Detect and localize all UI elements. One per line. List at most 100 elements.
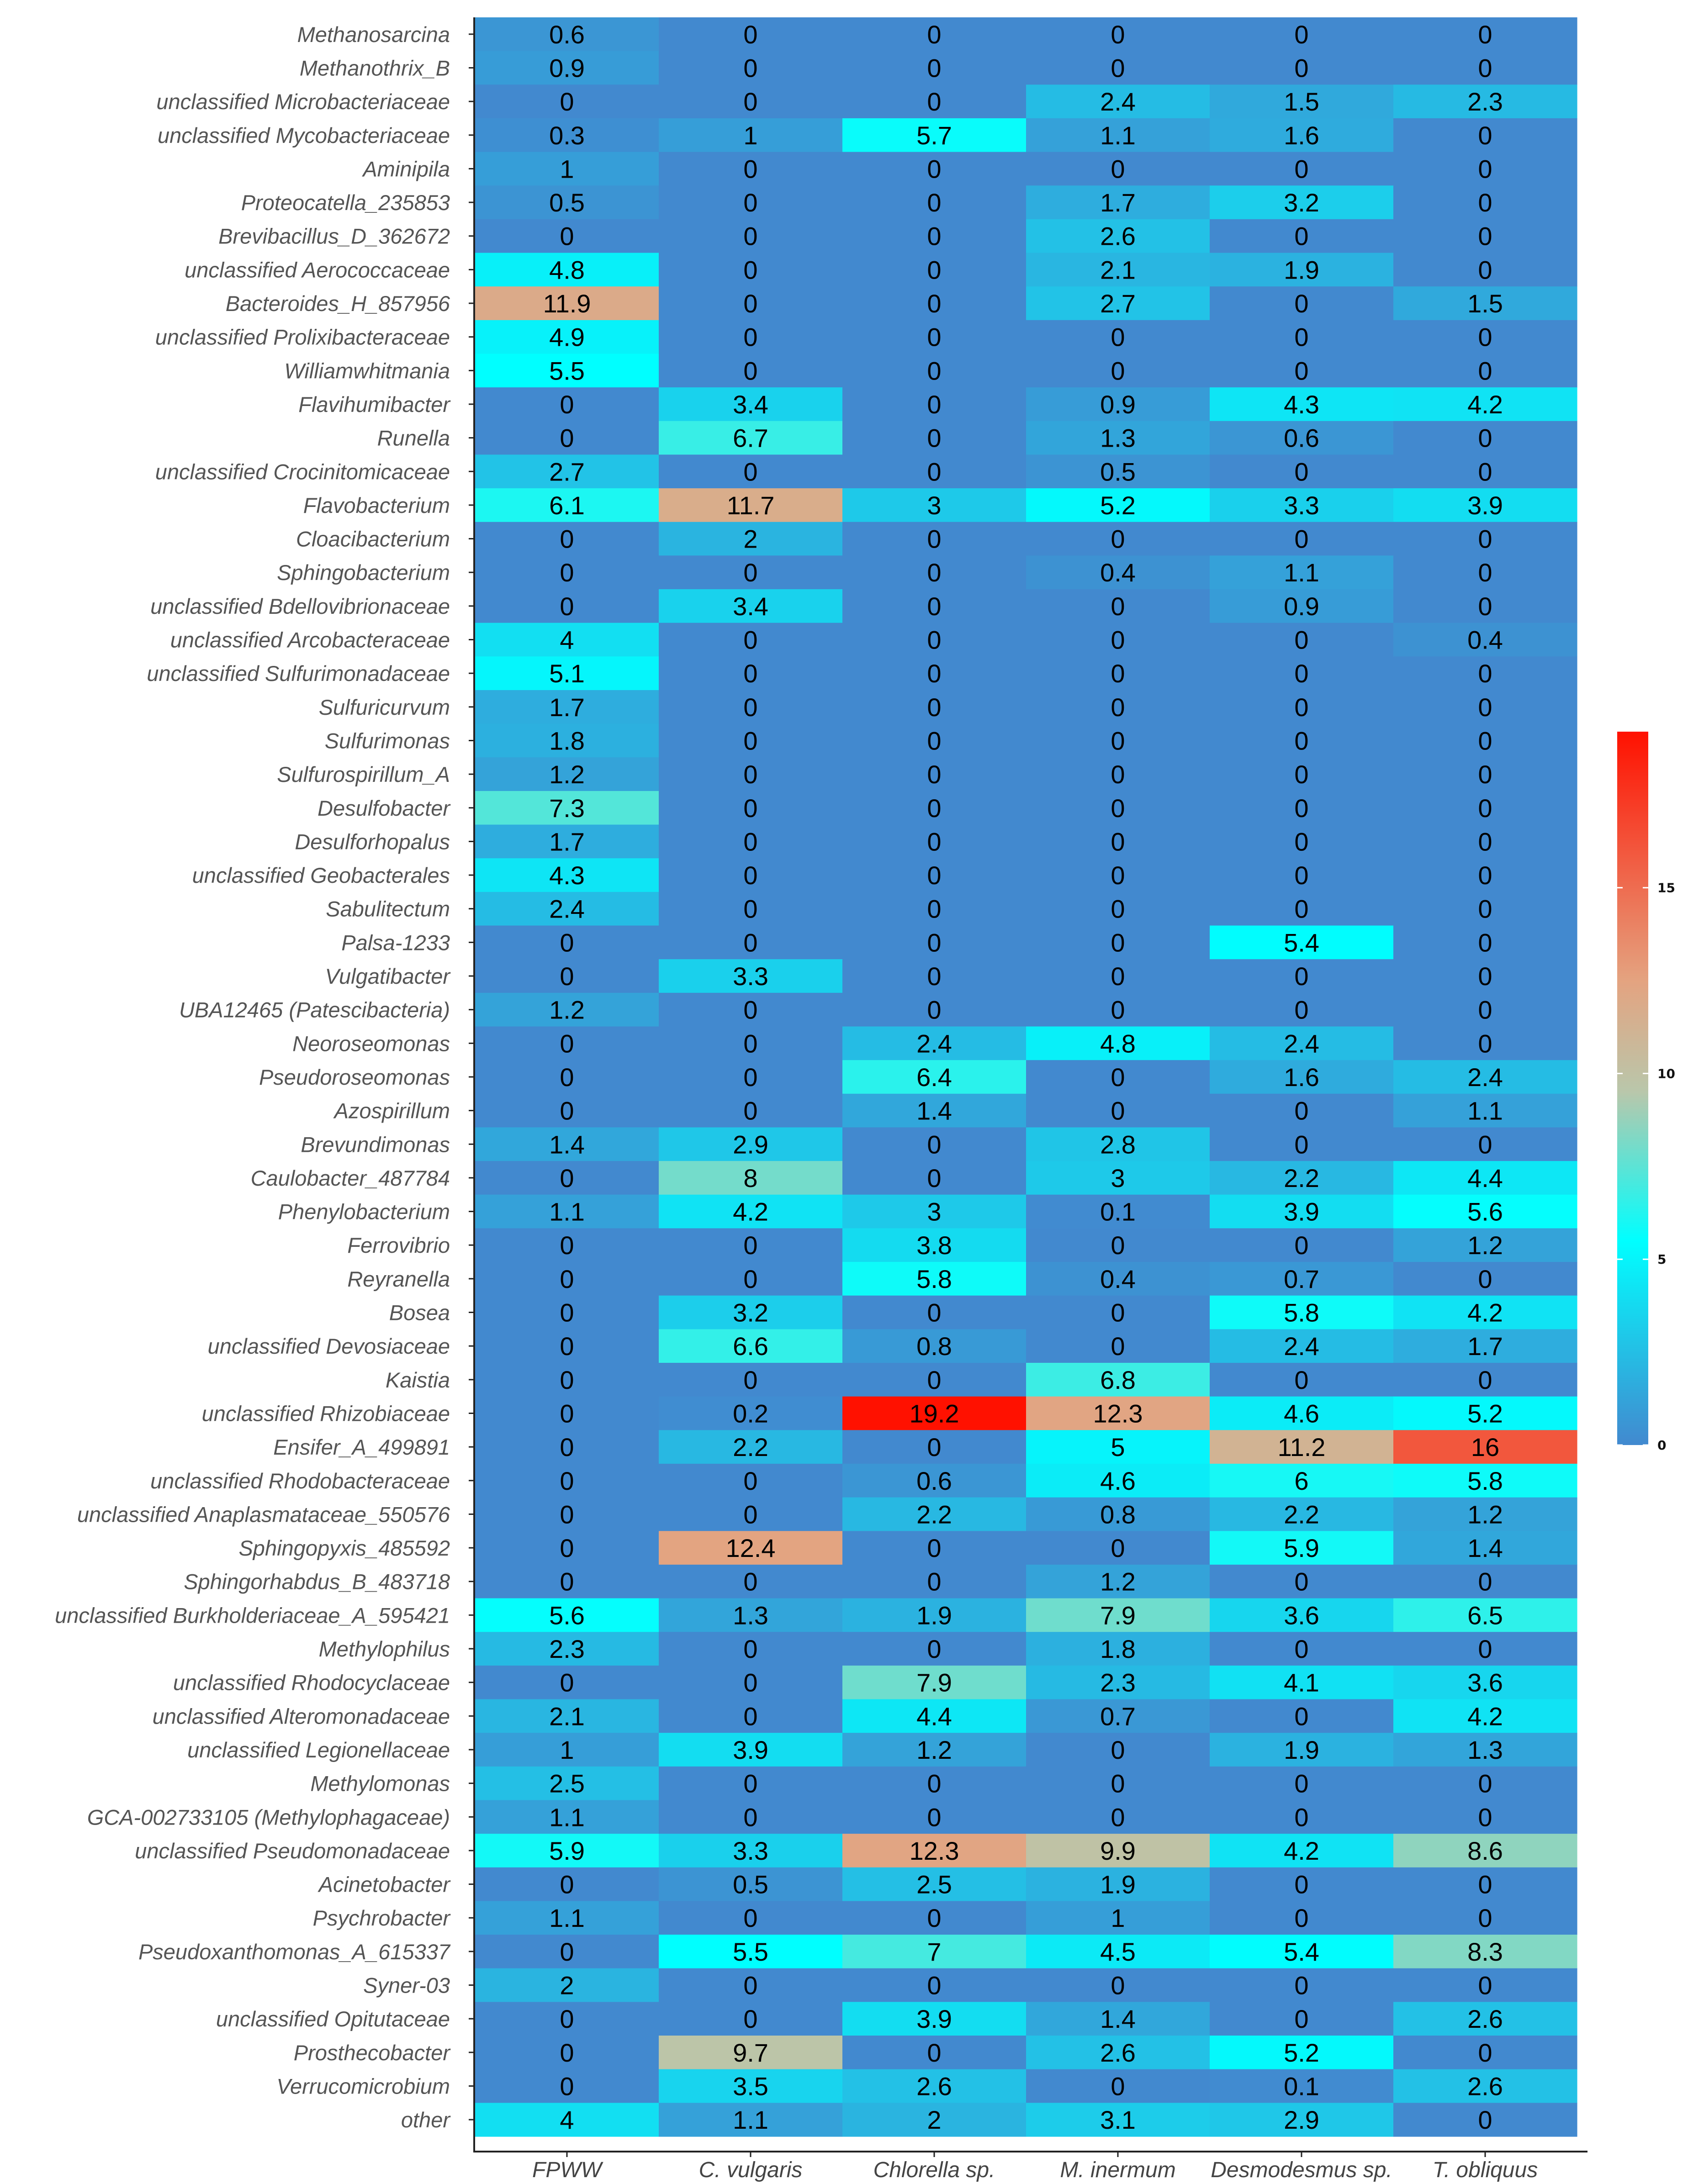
heatmap-cell (659, 858, 843, 892)
cell-value-label: 5.5 (549, 356, 585, 385)
heatmap-cell (842, 17, 1027, 52)
heatmap-cell (1026, 1262, 1210, 1296)
cell-value-label: 0 (1478, 188, 1492, 217)
heatmap-cell (842, 2036, 1027, 2070)
cell-value-label: 1.5 (1467, 289, 1503, 318)
heatmap-cell (475, 1665, 659, 1700)
heatmap-cell (1210, 118, 1394, 153)
cell-value-label: 3.4 (733, 592, 768, 621)
cell-value-label: 2 (927, 2105, 941, 2134)
cell-value-label: 11.9 (543, 289, 591, 318)
cell-value-label: 0 (927, 1567, 941, 1596)
cell-value-label: 0 (1294, 861, 1308, 890)
row-label: Vulgatibacter (325, 964, 451, 988)
cell-value-label: 0 (1478, 861, 1492, 890)
heatmap-cell (475, 286, 659, 321)
cell-value-label: 0 (1294, 154, 1308, 183)
cell-value-label: 0.6 (549, 20, 585, 49)
cell-value-label: 0 (743, 1635, 757, 1663)
heatmap-cell (1393, 1463, 1577, 1498)
cell-value-label: 1.1 (1100, 121, 1136, 150)
heatmap-cell (842, 1867, 1027, 1901)
cell-value-label: 0 (743, 1702, 757, 1730)
cell-value-label: 0 (560, 1332, 574, 1361)
heatmap-cell (1393, 2036, 1577, 2070)
cell-value-label: 0 (1478, 1029, 1492, 1058)
cell-value-label: 0.7 (1284, 1265, 1319, 1293)
cell-value-label: 0 (560, 1298, 574, 1327)
heatmap-cell (475, 1026, 659, 1060)
heatmap-cell (475, 959, 659, 993)
cell-value-label: 0 (743, 222, 757, 251)
cell-value-label: 0.4 (1100, 1265, 1136, 1293)
cell-value-label: 1.1 (549, 1803, 585, 1831)
heatmap-cell (475, 992, 659, 1027)
heatmap-cell (842, 959, 1027, 993)
heatmap-cell (475, 185, 659, 220)
heatmap-cell (475, 454, 659, 489)
cell-value-label: 5.4 (1284, 1937, 1319, 1966)
cell-value-label: 2.1 (1100, 255, 1136, 284)
cell-value-label: 0 (927, 289, 941, 318)
heatmap-cell (659, 253, 843, 287)
cell-value-label: 7.9 (916, 1668, 952, 1697)
cell-value-label: 1.8 (549, 726, 585, 755)
heatmap-cell (475, 118, 659, 153)
cell-value-label: 0 (1294, 289, 1308, 318)
cell-value-label: 1.7 (549, 827, 585, 856)
row-label: Psychrobacter (313, 1906, 451, 1930)
cell-value-label: 1.4 (549, 1130, 585, 1159)
heatmap-cell (1210, 824, 1394, 859)
row-label: Caulobacter_487784 (251, 1166, 450, 1190)
heatmap-cell (1026, 1867, 1210, 1901)
cell-value-label: 0 (1294, 895, 1308, 923)
heatmap-cell (842, 1665, 1027, 1700)
row-label: unclassified Pseudomonadaceae (135, 1839, 450, 1863)
heatmap-cell (475, 522, 659, 556)
heatmap-cell (659, 1463, 843, 1498)
heatmap-cell (1026, 690, 1210, 724)
heatmap-cell (1210, 253, 1394, 287)
cell-value-label: 4.6 (1284, 1399, 1319, 1428)
cell-value-label: 1.9 (916, 1601, 952, 1630)
cell-value-label: 0.1 (1100, 1198, 1136, 1226)
heatmap-cell (1210, 1228, 1394, 1262)
heatmap-cell (842, 1935, 1027, 1969)
cell-value-label: 0 (1478, 962, 1492, 991)
row-label: Proteocatella_235853 (241, 190, 450, 215)
cell-value-label: 3.1 (1100, 2105, 1136, 2134)
cell-value-label: 3.6 (1467, 1668, 1503, 1697)
cell-value-label: 0 (743, 861, 757, 890)
heatmap-cell (659, 1531, 843, 1565)
heatmap-cell (842, 253, 1027, 287)
heatmap-cell (659, 959, 843, 993)
heatmap-cell (842, 2069, 1027, 2103)
heatmap-cell (1210, 925, 1394, 960)
cell-value-label: 6 (1294, 1467, 1308, 1495)
cell-value-label: 0 (1111, 2072, 1125, 2100)
heatmap-cell (1393, 925, 1577, 960)
heatmap-cell (1210, 992, 1394, 1027)
row-label: Methanothrix_B (300, 56, 450, 80)
cell-value-label: 0 (743, 1231, 757, 1260)
heatmap-cells: 0.6 0 0 0 0 0 0.9 0 0 0 0 0 0 0 0 2.4 1.5 2.3 0.3 1 5.7 1.1 1.… (475, 17, 1577, 2137)
heatmap-cell (1210, 522, 1394, 556)
row-label: Flavobacterium (303, 493, 450, 517)
heatmap-cell (1393, 723, 1577, 758)
row-label: Pseudoroseomonas (259, 1065, 450, 1089)
cell-value-label: 0 (927, 996, 941, 1024)
cell-value-label: 0 (927, 760, 941, 789)
heatmap-cell (659, 757, 843, 791)
cell-value-label: 2.4 (916, 1029, 952, 1058)
heatmap-cell (1026, 622, 1210, 657)
cell-value-label: 0 (743, 289, 757, 318)
heatmap-cell (842, 185, 1027, 220)
cell-value-label: 0 (743, 1769, 757, 1798)
heatmap-cell (1393, 320, 1577, 354)
heatmap-cell (1393, 892, 1577, 926)
heatmap-cell (1026, 454, 1210, 489)
cell-value-label: 0 (927, 1433, 941, 1461)
cell-value-label: 5.9 (1284, 1534, 1319, 1562)
row-label: unclassified Microbacteriaceae (156, 90, 450, 114)
heatmap-cell (842, 1363, 1027, 1397)
